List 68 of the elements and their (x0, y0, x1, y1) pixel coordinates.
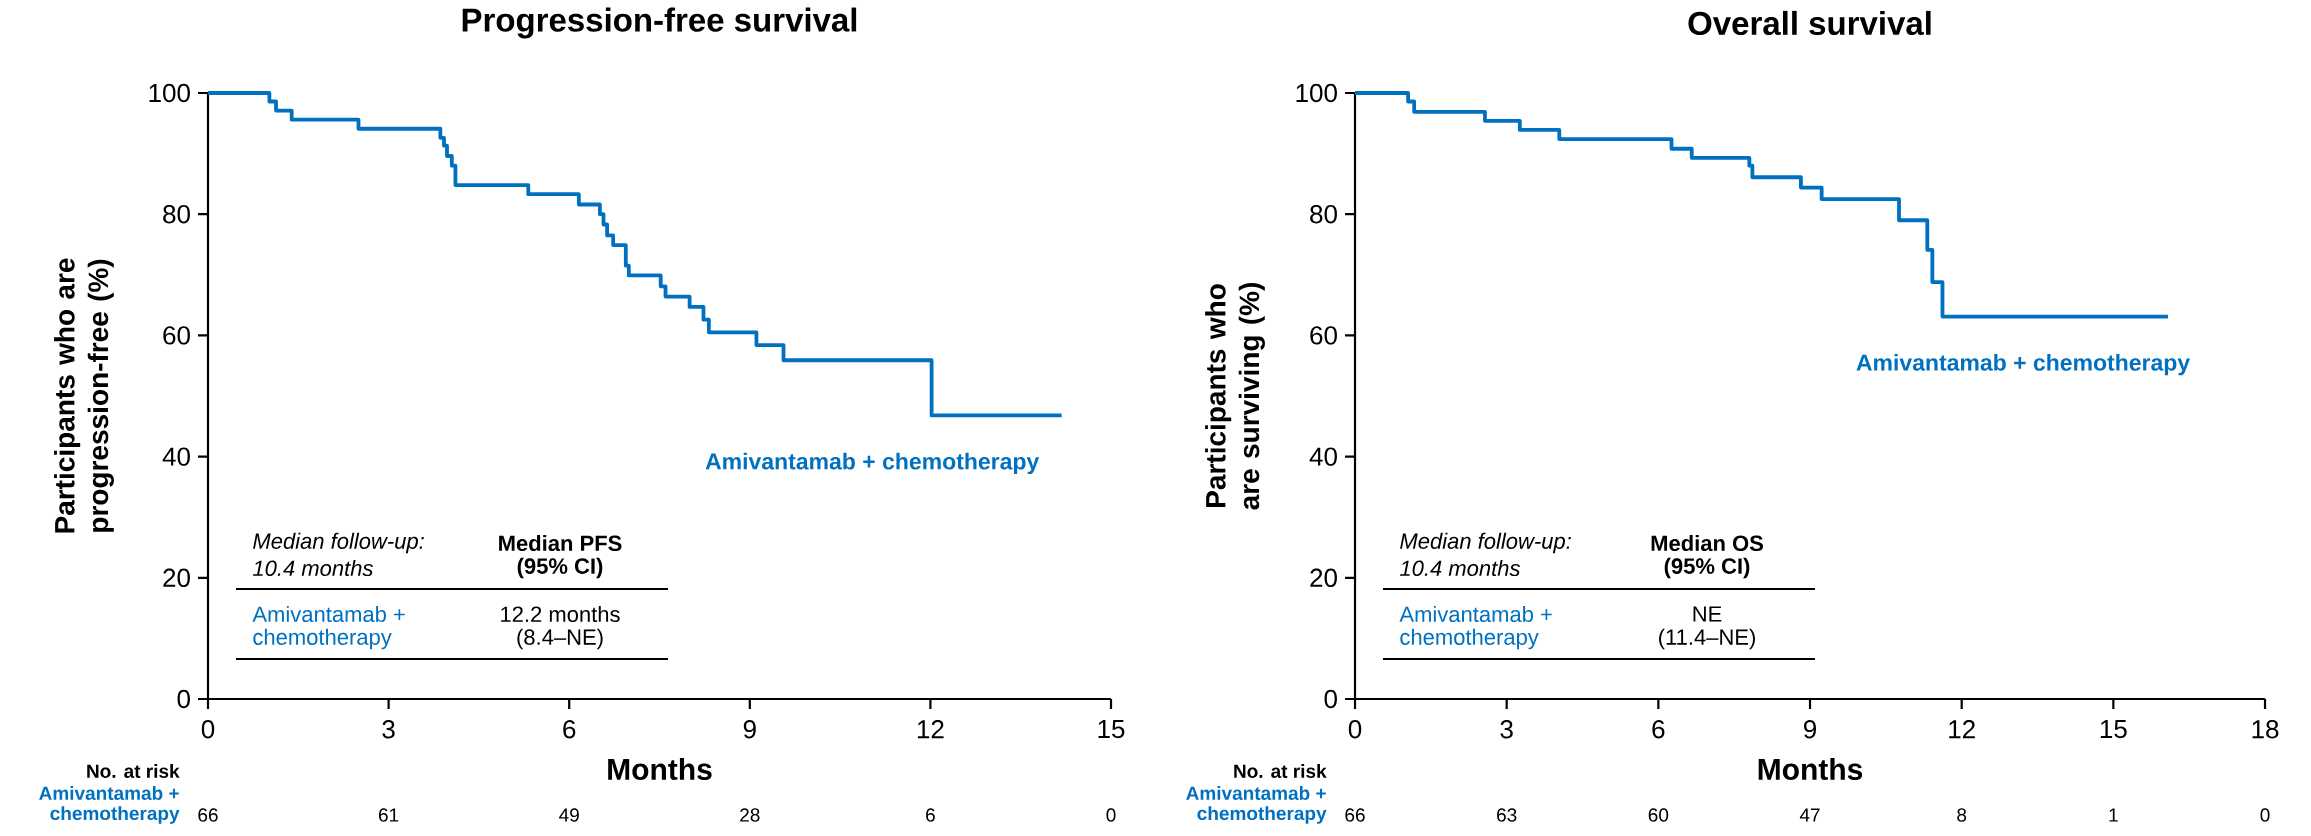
y-axis-title: Participants who are surviving (%) (1205, 283, 1265, 510)
annotation: Median PFS (499, 534, 622, 552)
text: 61 (379, 808, 399, 822)
text: 66 (198, 808, 218, 822)
x-tick-label: 15 (2100, 720, 2127, 739)
x-tick-label: 3 (1500, 720, 1513, 739)
x-tick-label: 0 (1348, 720, 1362, 739)
text: 8 (1957, 808, 1967, 822)
text: No. at risk (1234, 764, 1327, 778)
x-tick-label: 9 (743, 720, 756, 739)
text: 0 (2260, 808, 2270, 822)
x-axis-title: Months (1758, 757, 1863, 781)
series-label: Amivantamab + chemotherapy (1856, 353, 2190, 376)
y-tick-label: 40 (1309, 447, 1337, 466)
text: 6 (926, 808, 935, 822)
text: 47 (1799, 808, 1820, 822)
annotation: NE (1693, 606, 1722, 622)
text: 60 (1648, 808, 1669, 822)
annotation: chemotherapy (253, 628, 392, 650)
annotation: Median follow-up: (253, 532, 424, 554)
y-tick-label: 0 (1324, 689, 1337, 709)
text: chemotherapy (1197, 806, 1327, 824)
text: Amivantamab + (39, 786, 179, 800)
text: Amivantamab + (1186, 786, 1326, 800)
annotation: Amivantamab + (1399, 605, 1552, 623)
x-tick-label: 3 (382, 720, 395, 739)
text: 49 (559, 808, 579, 822)
annotation: (95% CI) (1664, 557, 1750, 579)
chart-title: Progression-free survival (462, 7, 857, 39)
y-tick-label: 20 (1310, 568, 1337, 587)
annotation: 12.2 months (501, 605, 620, 623)
annotation: Median OS (1651, 534, 1763, 552)
text: No. at risk (87, 764, 180, 778)
x-tick-label: 9 (1804, 720, 1817, 739)
chart-title: Overall survival (1688, 10, 1931, 36)
x-tick-label: 12 (917, 720, 944, 739)
annotation: 10.4 months (252, 559, 374, 577)
x-tick-label: 12 (1949, 720, 1975, 739)
y-tick-label: 40 (162, 447, 190, 466)
x-tick-label: 6 (1652, 720, 1665, 739)
annotation: Median follow-up: (1400, 532, 1571, 554)
y-tick-label: 100 (149, 83, 190, 103)
x-axis-title: Months (608, 757, 712, 781)
annotation: (95% CI) (517, 557, 603, 579)
text: chemotherapy (50, 806, 180, 824)
y-tick-label: 20 (163, 568, 190, 587)
y-tick-label: 100 (1296, 83, 1337, 103)
y-tick-label: 80 (1310, 204, 1337, 224)
y-tick-label: 60 (1310, 326, 1337, 345)
text: 66 (1345, 808, 1365, 822)
text: 28 (740, 808, 760, 822)
annotation: (8.4–NE) (517, 628, 603, 650)
x-tick-label: 18 (2252, 720, 2279, 739)
text: 0 (1106, 808, 1116, 822)
y-tick-label: 80 (163, 204, 190, 224)
text: 63 (1497, 808, 1517, 822)
series-label: Amivantamab + chemotherapy (705, 452, 1040, 475)
annotation: (11.4–NE) (1659, 628, 1755, 650)
annotation: Amivantamab + (252, 605, 405, 623)
annotation: chemotherapy (1400, 628, 1539, 650)
text: 1 (2109, 808, 2118, 822)
x-tick-label: 15 (1098, 720, 1125, 739)
x-tick-label: 6 (563, 720, 576, 739)
y-tick-label: 0 (177, 689, 190, 709)
annotation: 10.4 months (1399, 559, 1521, 577)
y-tick-label: 60 (163, 326, 190, 345)
y-axis-title: Participants who are progression-free (%) (54, 258, 114, 533)
x-tick-label: 0 (201, 720, 215, 739)
